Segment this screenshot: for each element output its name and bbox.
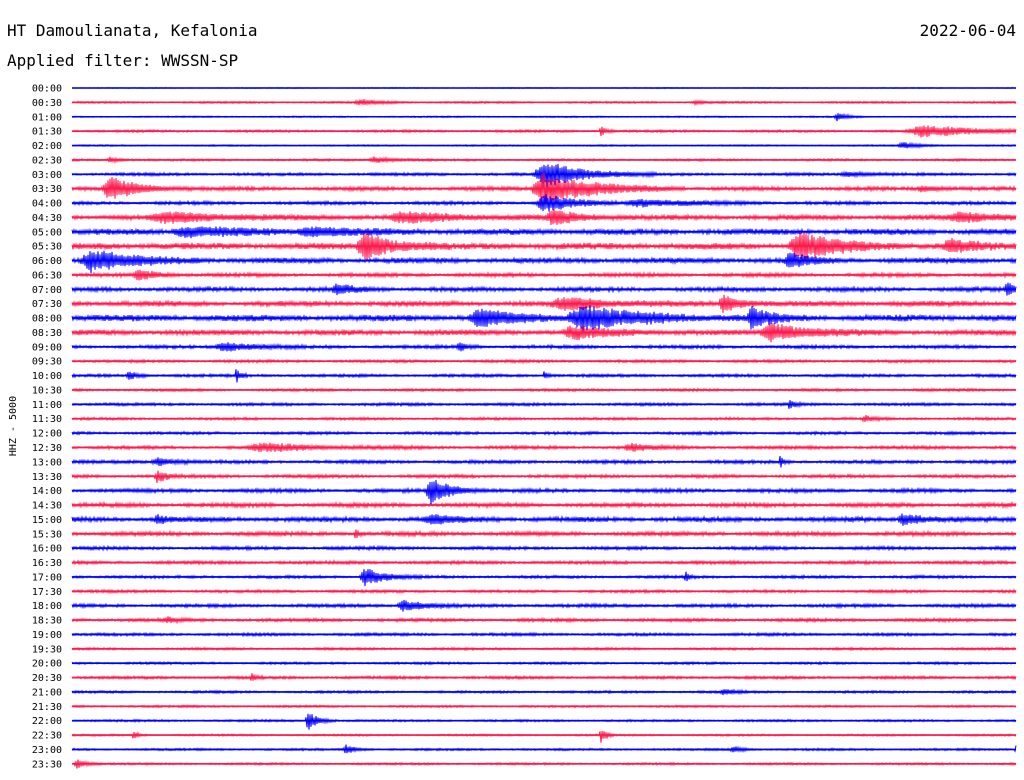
row-time-label: 10:00 bbox=[32, 371, 62, 382]
row-tick-labels: 00:00 00:30 01:00 01:30 02:00 02:30 03:00 03:30… bbox=[32, 84, 62, 771]
row-time-label: 23:00 bbox=[32, 745, 62, 756]
row-time-label: 01:00 bbox=[32, 112, 62, 123]
row-time-label: 19:30 bbox=[32, 644, 62, 655]
row-time-label: 13:00 bbox=[32, 457, 62, 468]
row-time-label: 05:30 bbox=[32, 242, 62, 253]
row-time-label: 11:00 bbox=[32, 400, 62, 411]
row-time-label: 22:00 bbox=[32, 716, 62, 727]
row-time-label: 08:30 bbox=[32, 328, 62, 339]
row-time-label: 12:30 bbox=[32, 443, 62, 454]
date-label: 2022-06-04 bbox=[920, 21, 1016, 40]
row-time-label: 17:00 bbox=[32, 572, 62, 583]
row-time-label: 09:00 bbox=[32, 342, 62, 353]
row-time-label: 06:30 bbox=[32, 270, 62, 281]
row-time-label: 21:30 bbox=[32, 702, 62, 713]
row-time-label: 15:00 bbox=[32, 515, 62, 526]
row-time-label: 18:00 bbox=[32, 601, 62, 612]
row-time-label: 16:00 bbox=[32, 544, 62, 555]
row-time-label: 09:30 bbox=[32, 357, 62, 368]
row-time-label: 21:00 bbox=[32, 687, 62, 698]
row-time-label: 02:00 bbox=[32, 141, 62, 152]
row-time-label: 07:30 bbox=[32, 299, 62, 310]
row-time-label: 23:30 bbox=[32, 759, 62, 770]
row-time-label: 06:00 bbox=[32, 256, 62, 267]
row-time-label: 00:30 bbox=[32, 98, 62, 109]
row-time-label: 00:00 bbox=[32, 84, 62, 95]
row-time-label: 10:30 bbox=[32, 385, 62, 396]
row-time-label: 04:00 bbox=[32, 199, 62, 210]
station-title: HT Damoulianata, Kefalonia bbox=[7, 21, 257, 40]
row-time-label: 20:00 bbox=[32, 659, 62, 670]
row-time-label: 11:30 bbox=[32, 414, 62, 425]
row-time-label: 03:00 bbox=[32, 170, 62, 181]
row-time-label: 02:30 bbox=[32, 155, 62, 166]
filter-label: Applied filter: WWSSN-SP bbox=[7, 51, 238, 70]
row-time-label: 15:30 bbox=[32, 529, 62, 540]
row-time-label: 04:30 bbox=[32, 213, 62, 224]
trace-0530 bbox=[71, 232, 1017, 262]
row-time-label: 17:30 bbox=[32, 587, 62, 598]
row-time-label: 14:00 bbox=[32, 486, 62, 497]
trace-group bbox=[71, 86, 1017, 769]
row-time-label: 19:00 bbox=[32, 630, 62, 641]
row-time-label: 01:30 bbox=[32, 127, 62, 138]
row-time-label: 07:00 bbox=[32, 285, 62, 296]
y-axis-label: HHZ - 5000 bbox=[8, 396, 19, 456]
row-time-label: 14:30 bbox=[32, 501, 62, 512]
row-time-label: 18:30 bbox=[32, 616, 62, 627]
row-time-label: 22:30 bbox=[32, 731, 62, 742]
row-time-label: 16:30 bbox=[32, 558, 62, 569]
row-time-label: 03:30 bbox=[32, 184, 62, 195]
row-time-label: 12:00 bbox=[32, 429, 62, 440]
row-time-label: 05:00 bbox=[32, 227, 62, 238]
row-time-label: 13:30 bbox=[32, 472, 62, 483]
row-time-label: 08:00 bbox=[32, 314, 62, 325]
trace-0800 bbox=[71, 305, 1017, 332]
row-time-label: 20:30 bbox=[32, 673, 62, 684]
